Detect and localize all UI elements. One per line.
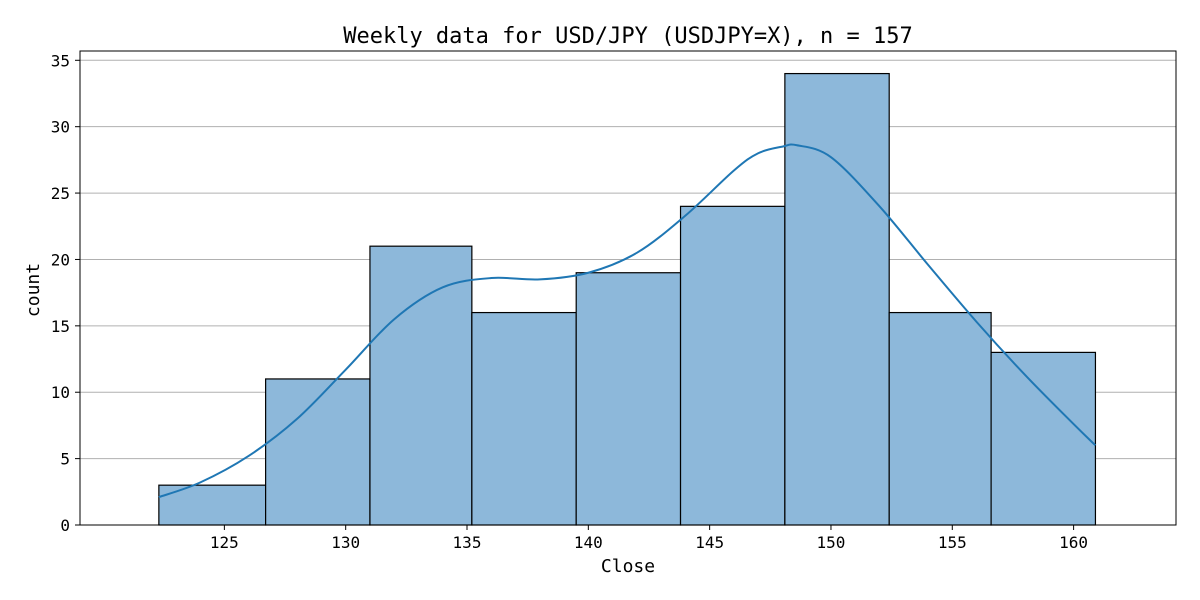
x-axis-label: Close — [601, 556, 655, 577]
x-tick-label: 140 — [574, 533, 603, 552]
x-axis-ticks: 125 130 135 140 145 150 155 160 — [210, 525, 1088, 552]
histogram-bar — [575, 272, 682, 526]
plot-frame — [79, 50, 1177, 526]
x-tick-label: 130 — [331, 533, 360, 552]
y-tick-label: 15 — [51, 317, 70, 336]
histogram-bar — [990, 351, 1097, 526]
x-tick-label: 135 — [453, 533, 482, 552]
histogram-bar — [888, 311, 992, 526]
kde-line — [158, 143, 1097, 499]
kde-curve-group — [158, 143, 1097, 499]
chart-title: Weekly data for USD/JPY (USDJPY=X), n = … — [343, 24, 913, 49]
histogram-bar — [784, 72, 890, 526]
histogram-bar — [679, 205, 786, 526]
histogram-bars — [158, 72, 1097, 526]
y-tick-label: 0 — [60, 516, 70, 535]
x-tick-label: 155 — [938, 533, 967, 552]
y-tick-label: 5 — [60, 450, 70, 469]
histogram-bar — [265, 378, 371, 526]
y-tick-label: 35 — [51, 51, 70, 70]
x-tick-label: 145 — [695, 533, 724, 552]
y-tick-label: 20 — [51, 250, 70, 269]
y-axis-ticks: 0 5 10 15 20 25 30 35 — [51, 51, 80, 535]
x-tick-label: 150 — [817, 533, 846, 552]
histogram-bar — [471, 311, 577, 526]
y-tick-label: 30 — [51, 118, 70, 137]
x-tick-label: 160 — [1059, 533, 1088, 552]
x-tick-label: 125 — [210, 533, 239, 552]
y-tick-label: 25 — [51, 184, 70, 203]
y-axis-label: count — [23, 263, 44, 317]
histogram-bar — [369, 245, 473, 526]
y-tick-label: 10 — [51, 383, 70, 402]
